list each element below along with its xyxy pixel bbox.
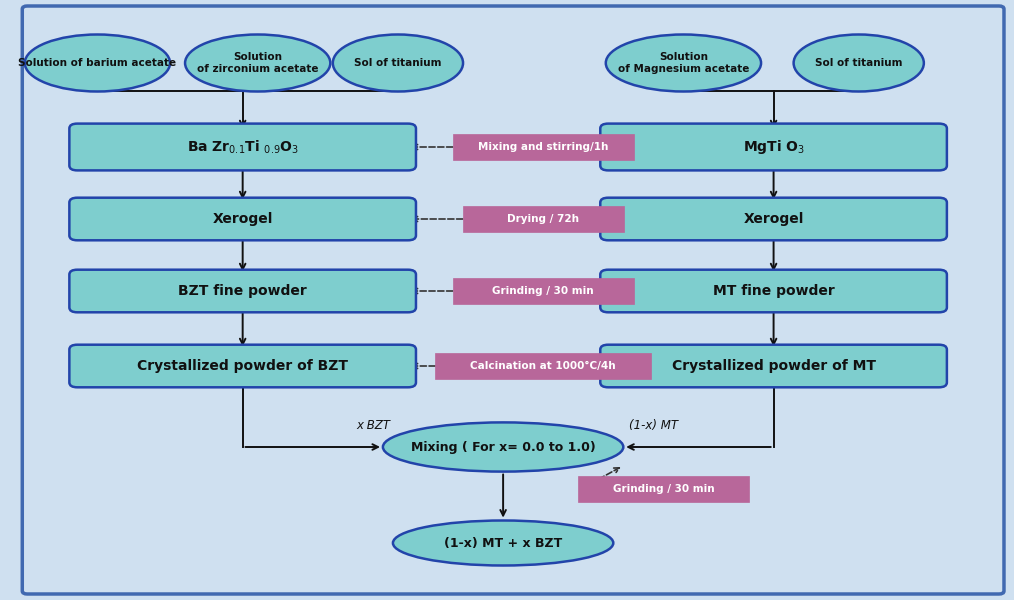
- FancyBboxPatch shape: [452, 134, 634, 160]
- Text: Mixing ( For x= 0.0 to 1.0): Mixing ( For x= 0.0 to 1.0): [411, 440, 595, 454]
- Ellipse shape: [605, 34, 762, 91]
- Ellipse shape: [794, 34, 924, 91]
- Text: x BZT: x BZT: [356, 419, 389, 432]
- FancyBboxPatch shape: [435, 353, 651, 379]
- Ellipse shape: [186, 34, 331, 91]
- Text: Ba Zr$_{0.1}$Ti $_{0.9}$O$_3$: Ba Zr$_{0.1}$Ti $_{0.9}$O$_3$: [187, 138, 299, 155]
- Text: MgTi O$_3$: MgTi O$_3$: [742, 138, 805, 156]
- Text: Solution
of zirconium acetate: Solution of zirconium acetate: [197, 52, 318, 74]
- Text: Drying / 72h: Drying / 72h: [507, 214, 579, 224]
- Text: BZT fine powder: BZT fine powder: [178, 284, 307, 298]
- Text: MT fine powder: MT fine powder: [713, 284, 835, 298]
- FancyBboxPatch shape: [69, 124, 416, 170]
- Text: Crystallized powder of BZT: Crystallized powder of BZT: [137, 359, 348, 373]
- Ellipse shape: [383, 422, 624, 472]
- Text: (1-x) MT: (1-x) MT: [629, 419, 678, 432]
- Text: Xerogel: Xerogel: [743, 212, 804, 226]
- Text: Solution of barium acetate: Solution of barium acetate: [18, 58, 176, 68]
- Ellipse shape: [24, 34, 170, 91]
- FancyBboxPatch shape: [600, 197, 947, 240]
- Text: Mixing and stirring/1h: Mixing and stirring/1h: [478, 142, 608, 152]
- FancyBboxPatch shape: [578, 476, 749, 502]
- FancyBboxPatch shape: [600, 124, 947, 170]
- Text: Sol of titanium: Sol of titanium: [815, 58, 902, 68]
- Ellipse shape: [392, 520, 613, 565]
- Text: Grinding / 30 min: Grinding / 30 min: [493, 286, 594, 296]
- Text: Crystallized powder of MT: Crystallized powder of MT: [671, 359, 875, 373]
- Text: Solution
of Magnesium acetate: Solution of Magnesium acetate: [618, 52, 749, 74]
- Text: Grinding / 30 min: Grinding / 30 min: [612, 484, 714, 494]
- FancyBboxPatch shape: [600, 269, 947, 312]
- Text: Calcination at 1000°C/4h: Calcination at 1000°C/4h: [470, 361, 615, 371]
- Text: Xerogel: Xerogel: [213, 212, 273, 226]
- Text: (1-x) MT + x BZT: (1-x) MT + x BZT: [444, 536, 562, 550]
- Ellipse shape: [333, 34, 463, 91]
- FancyBboxPatch shape: [462, 206, 624, 232]
- FancyBboxPatch shape: [600, 344, 947, 388]
- FancyBboxPatch shape: [69, 344, 416, 388]
- FancyBboxPatch shape: [69, 197, 416, 240]
- FancyBboxPatch shape: [452, 278, 634, 304]
- FancyBboxPatch shape: [69, 269, 416, 312]
- Text: Sol of titanium: Sol of titanium: [354, 58, 442, 68]
